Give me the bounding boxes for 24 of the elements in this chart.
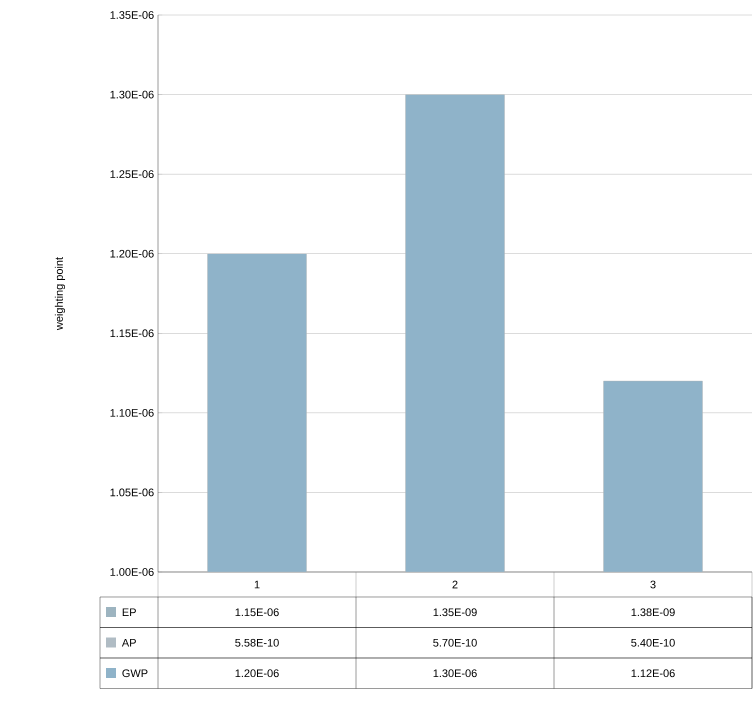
x-tick-label: 3 [650, 580, 656, 588]
y-axis-title: weighting point [54, 257, 66, 330]
y-tick-label: 1.20E-06 [110, 250, 154, 258]
y-tick-label: 1.30E-06 [110, 90, 154, 98]
y-tick-label: 1.05E-06 [110, 488, 154, 496]
text: 5.40E-10 [631, 638, 675, 647]
data-label: 1.30E-06 [434, 669, 477, 678]
y-tick-label: 1.15E-06 [110, 329, 154, 338]
legend-label: GWP [122, 669, 148, 678]
y-tick-label: 1.25E-06 [110, 170, 154, 178]
y-tick-label: 1.10E-06 [110, 408, 154, 417]
data-label: 1.12E-06 [632, 669, 675, 678]
legend-label: EP [122, 608, 136, 616]
text: 5.58E-10 [235, 638, 279, 647]
text: 1.38E-09 [632, 608, 675, 616]
legend-label: AP [122, 638, 136, 647]
x-tick-label: 1 [254, 580, 260, 588]
data-label: 1.20E-06 [236, 669, 279, 678]
y-tick-label: 1.35E-06 [110, 11, 154, 19]
text: 1.35E-09 [434, 608, 477, 616]
y-tick-label: 1.00E-06 [110, 568, 154, 576]
text: 5.70E-10 [433, 638, 477, 647]
x-tick-label: 2 [452, 580, 458, 588]
text: 1.15E-06 [236, 608, 279, 616]
